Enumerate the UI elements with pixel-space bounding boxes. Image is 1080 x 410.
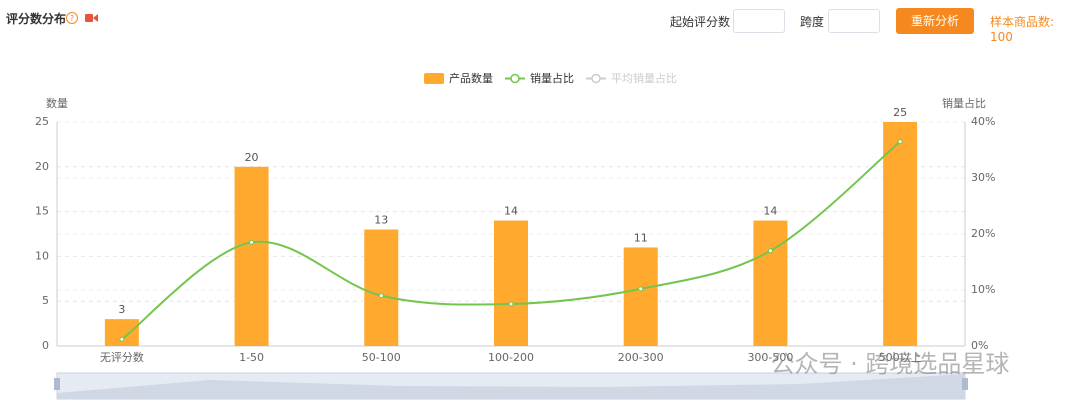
x-tick-label: 100-200 <box>488 351 534 364</box>
line-point <box>508 301 514 307</box>
bar <box>623 247 658 346</box>
line-point <box>897 139 903 145</box>
y2-tick-label: 20% <box>971 227 995 240</box>
help-icon[interactable] <box>66 12 78 24</box>
x-tick-label: 1-50 <box>239 351 264 364</box>
bar-value-label: 14 <box>504 205 518 218</box>
y2-tick-label: 40% <box>971 115 995 128</box>
legend-swatch <box>591 73 601 84</box>
line-point <box>638 286 644 292</box>
span-label: 跨度 <box>800 15 825 29</box>
sample-value: 100 <box>990 30 1013 44</box>
bar <box>234 166 269 346</box>
x-tick-label: 50-100 <box>362 351 401 364</box>
y2-tick-label: 0% <box>971 339 988 352</box>
x-tick-label: 300-500 <box>747 351 793 364</box>
x-tick-label: 无评分数 <box>100 351 144 364</box>
bar <box>753 220 788 346</box>
bar-value-label: 11 <box>634 231 648 244</box>
button-label: 重新分析 <box>910 14 959 28</box>
sample-label: 样本商品数: <box>990 15 1055 29</box>
chart: 数量 销量占比 0 5 10 15 20 25 0% 10% 20% 30% 40% 无评分数 1-50 50… <box>35 71 1010 400</box>
bar <box>883 122 918 346</box>
section-title: 评分数分布 <box>6 12 67 26</box>
bar-value-label: 25 <box>893 106 907 119</box>
bar-value-label: 13 <box>374 214 388 227</box>
line-point <box>378 293 384 299</box>
zoom-handle[interactable] <box>54 378 60 390</box>
reanalyze-button[interactable]: 重新分析 <box>896 8 974 34</box>
watermark: 公众号 · 跨境选品星球 <box>771 350 1010 378</box>
y-tick-label: 10 <box>35 249 49 262</box>
line-point <box>767 248 773 254</box>
y-tick-label: 20 <box>35 160 49 173</box>
y-tick-label: 0 <box>42 339 49 352</box>
zoom-handle[interactable] <box>962 378 968 390</box>
sample-count: 样本商品数: 100 <box>990 13 1080 44</box>
y2-axis-label: 销量占比 <box>942 96 986 110</box>
legend-swatch <box>510 73 520 84</box>
x-tick-label: 200-300 <box>618 351 664 364</box>
help-mark: ? <box>70 14 74 23</box>
video-icon-lens <box>93 14 98 22</box>
line-point <box>119 336 125 342</box>
bar-value-label: 14 <box>763 205 777 218</box>
y2-tick-label: 10% <box>971 283 995 296</box>
line-point <box>249 239 255 245</box>
legend-label: 销量占比 <box>530 71 574 85</box>
title-icons: ? <box>66 12 98 24</box>
x-tick-label: 500以上 <box>879 351 922 364</box>
y-tick-label: 5 <box>42 294 49 307</box>
bar-value-label: 20 <box>245 151 259 164</box>
y-tick-label: 15 <box>35 205 49 218</box>
bar-value-label: 3 <box>118 303 125 316</box>
bar <box>364 229 399 346</box>
y-tick-label: 25 <box>35 115 49 128</box>
start-input[interactable] <box>733 9 785 33</box>
legend-label: 平均销量占比 <box>611 71 677 85</box>
y2-tick-label: 30% <box>971 171 995 184</box>
start-label: 起始评分数 <box>670 15 731 29</box>
bar <box>104 319 139 346</box>
bar <box>494 220 528 346</box>
y-axis-label: 数量 <box>46 97 68 110</box>
span-input[interactable] <box>828 9 880 33</box>
zoom-preview <box>57 374 965 399</box>
legend-label: 产品数量 <box>449 71 493 85</box>
legend-swatch <box>424 73 444 84</box>
video-icon[interactable] <box>85 14 93 22</box>
